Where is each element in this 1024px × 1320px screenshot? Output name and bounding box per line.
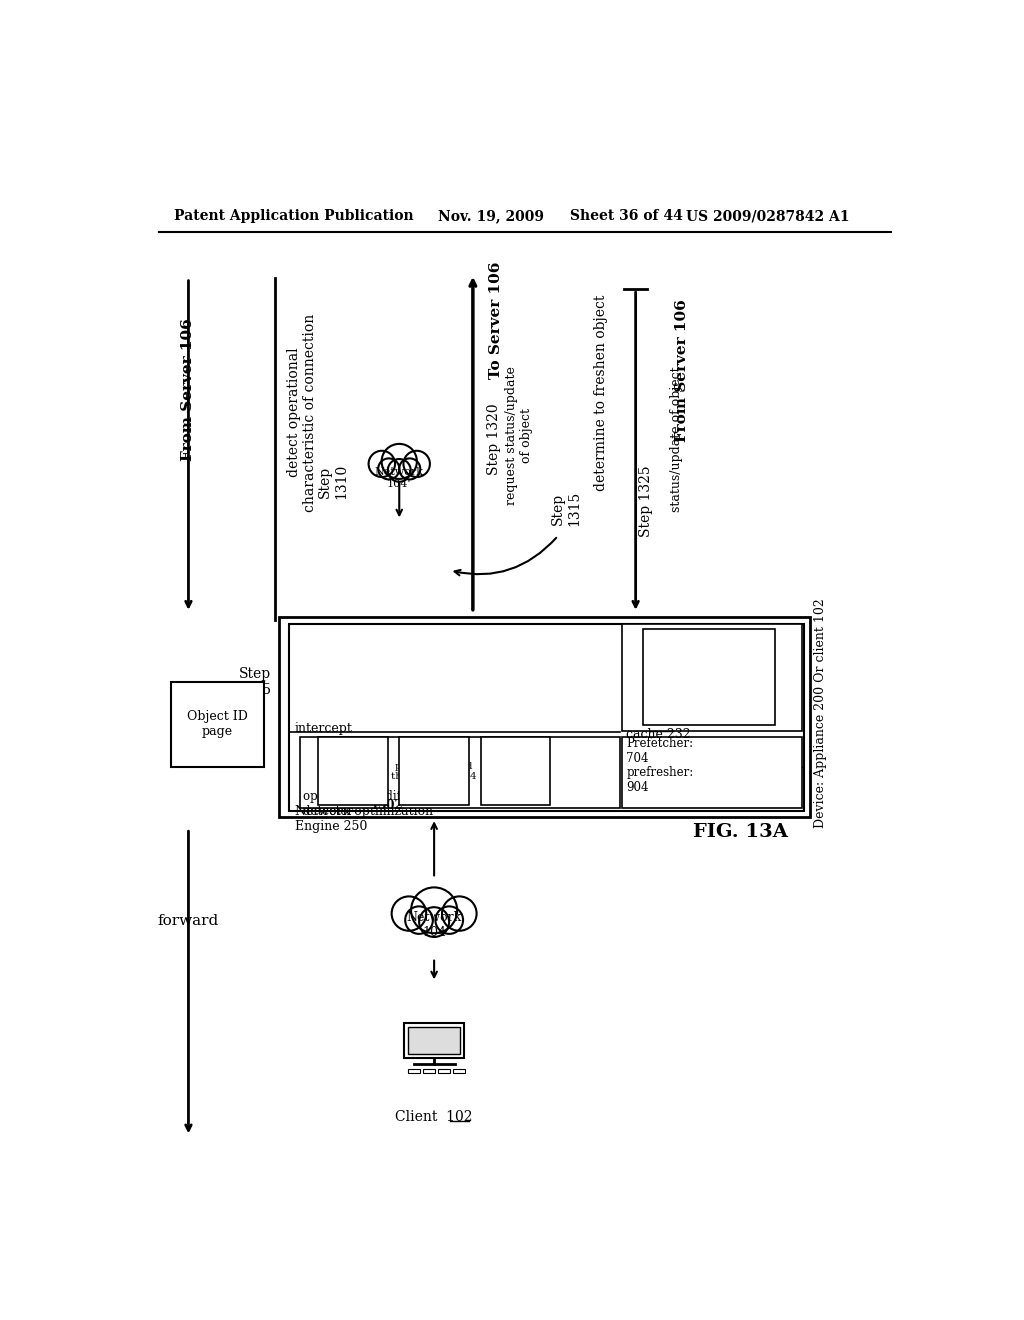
Text: Step 1320: Step 1320 <box>486 404 501 475</box>
Text: Network optimization
Engine 250: Network optimization Engine 250 <box>295 805 433 833</box>
Text: FIG. 13A: FIG. 13A <box>693 824 787 841</box>
Text: Step
1315: Step 1315 <box>551 491 581 527</box>
Text: To Server 106: To Server 106 <box>489 261 503 379</box>
Text: intercept: intercept <box>295 722 352 735</box>
Bar <box>300 737 621 808</box>
Text: Step
1305: Step 1305 <box>237 667 271 697</box>
Text: predetermined
thresholds 1304: predetermined thresholds 1304 <box>391 762 477 781</box>
Bar <box>480 738 550 805</box>
Bar <box>622 624 802 730</box>
Circle shape <box>403 463 416 475</box>
Bar <box>289 624 804 810</box>
Text: Object ID
page: Object ID page <box>186 710 248 738</box>
Text: Nov. 19, 2009: Nov. 19, 2009 <box>438 209 544 223</box>
Bar <box>403 1023 464 1059</box>
Circle shape <box>369 450 395 477</box>
Bar <box>408 1027 461 1055</box>
Circle shape <box>382 444 417 479</box>
Circle shape <box>412 457 426 471</box>
Text: Object: Object <box>688 671 730 684</box>
Circle shape <box>419 907 450 937</box>
Text: US 2009/0287842 A1: US 2009/0287842 A1 <box>686 209 850 223</box>
Bar <box>409 1069 420 1073</box>
Circle shape <box>388 459 411 482</box>
Bar <box>423 1069 435 1073</box>
Circle shape <box>442 896 476 931</box>
Circle shape <box>411 887 457 933</box>
Text: 702: 702 <box>504 762 527 772</box>
Text: Sheet 36 of 44: Sheet 36 of 44 <box>569 209 683 223</box>
Circle shape <box>403 450 430 477</box>
Text: request status/update
of object: request status/update of object <box>506 366 534 506</box>
Circle shape <box>399 458 420 479</box>
Circle shape <box>453 904 472 924</box>
Circle shape <box>391 896 426 931</box>
Text: Step 1325: Step 1325 <box>639 465 652 537</box>
Text: Step
1310: Step 1310 <box>318 465 348 499</box>
Bar <box>280 616 810 817</box>
Text: prefresher:
904: prefresher: 904 <box>627 766 693 793</box>
Bar <box>622 737 802 808</box>
Text: bandwidth
detector: bandwidth detector <box>487 772 544 792</box>
Text: Device: Appliance 200 Or client 102: Device: Appliance 200 Or client 102 <box>814 598 826 828</box>
Bar <box>453 1069 465 1073</box>
Text: determine to freshen object: determine to freshen object <box>594 296 608 491</box>
Text: cache 232: cache 232 <box>627 729 691 742</box>
Bar <box>317 738 388 805</box>
Bar <box>643 628 775 725</box>
Text: 1302: 1302 <box>371 799 403 812</box>
Text: Network
104: Network 104 <box>407 911 462 939</box>
Text: status/update of object: status/update of object <box>670 367 683 512</box>
Circle shape <box>435 907 463 933</box>
Circle shape <box>378 458 399 479</box>
Text: operation condition
detector: operation condition detector <box>303 789 420 818</box>
Circle shape <box>441 912 458 928</box>
Text: Patent Application Publication: Patent Application Publication <box>174 209 414 223</box>
Text: Prefetcher:
704: Prefetcher: 704 <box>627 738 693 766</box>
Text: monitoring
agents 1303: monitoring agents 1303 <box>321 762 385 781</box>
Circle shape <box>406 907 433 933</box>
Text: From Server 106: From Server 106 <box>181 318 196 461</box>
Text: From Server 106: From Server 106 <box>675 298 689 441</box>
Bar <box>399 738 469 805</box>
Bar <box>438 1069 450 1073</box>
Text: detect operational
characteristic of connection: detect operational characteristic of con… <box>288 313 317 512</box>
Bar <box>171 682 263 767</box>
Text: Client  102: Client 102 <box>395 1110 473 1125</box>
Text: forward: forward <box>158 913 219 928</box>
Text: Network
104': Network 104' <box>375 467 424 488</box>
